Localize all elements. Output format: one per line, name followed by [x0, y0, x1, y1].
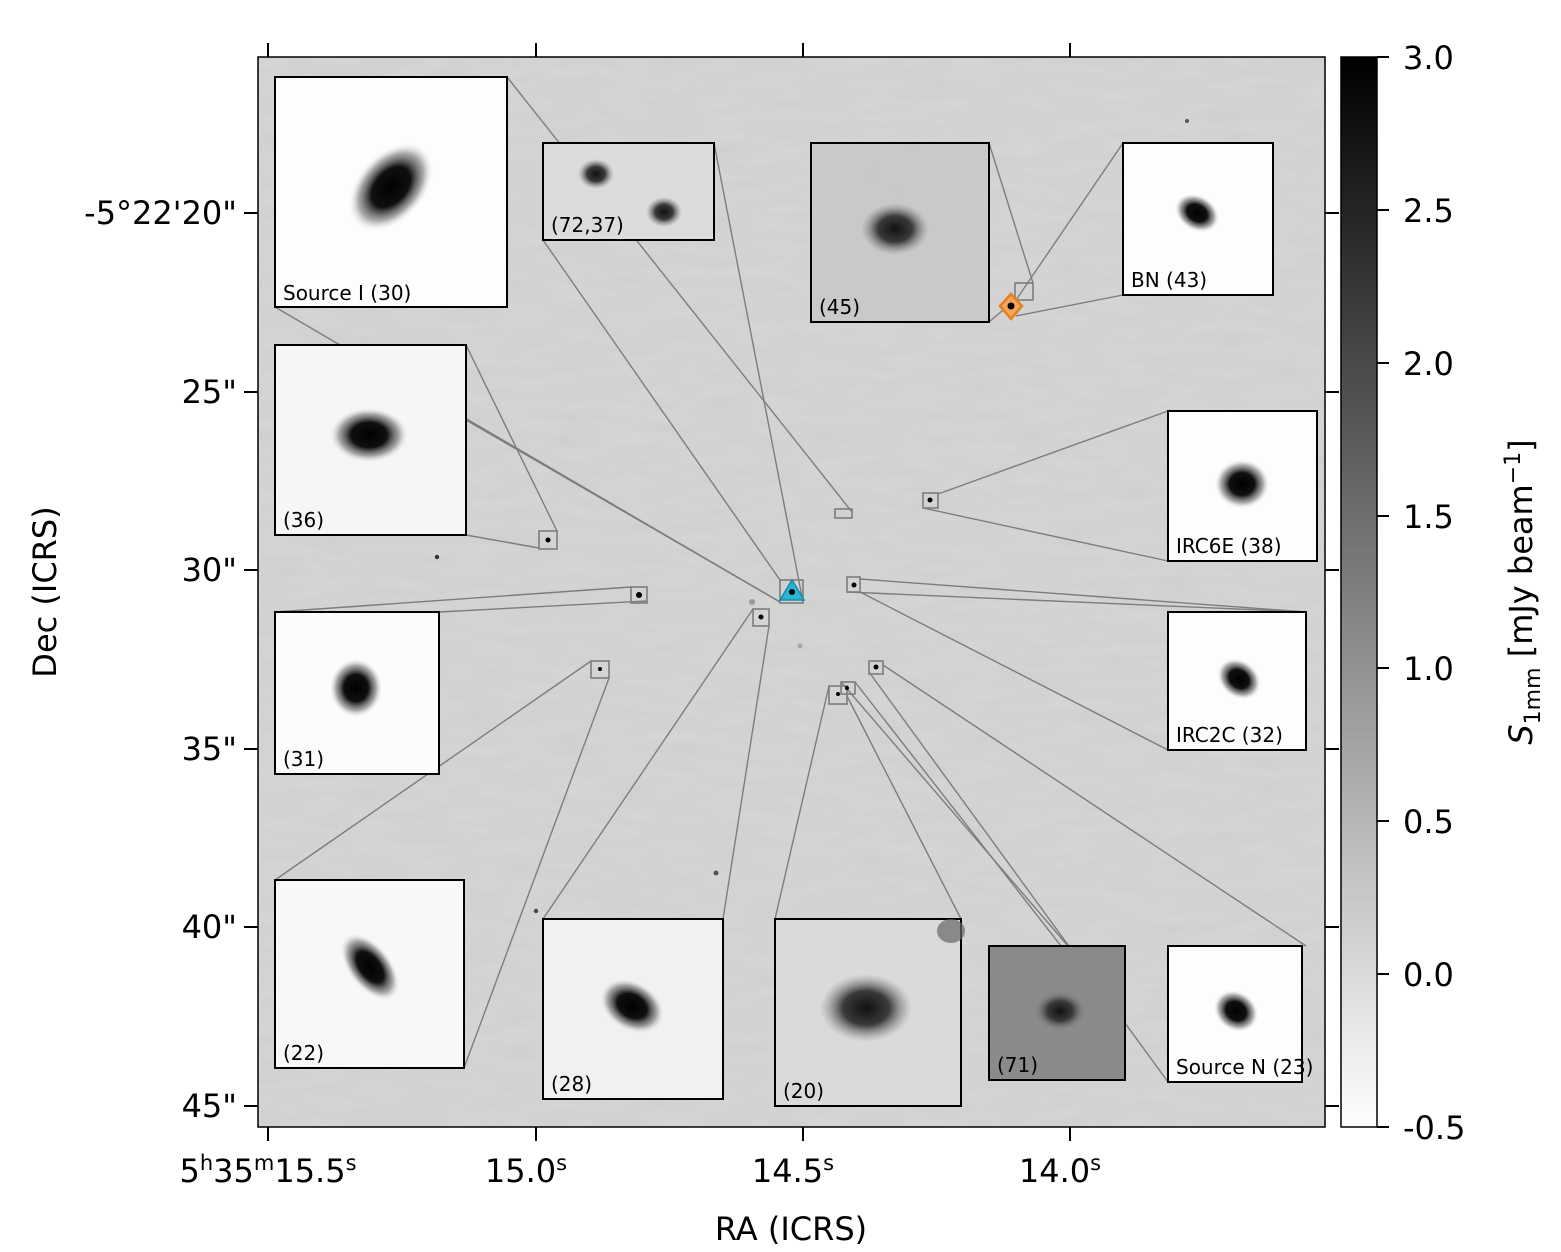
inset-label-20: (20)	[783, 1079, 824, 1103]
inset-label-source-n: Source N (23)	[1176, 1055, 1313, 1079]
source-dots	[545, 497, 933, 696]
x-tick-labels: 5h35m15.5s 15.0s 14.5s 14.0s	[179, 1151, 1101, 1190]
inset-45: (45)	[810, 142, 990, 323]
inset-31: (31)	[274, 611, 440, 775]
y-tick-label-0: -5°22'20"	[84, 194, 237, 232]
inset-irc2c: IRC2C (32)	[1167, 611, 1307, 751]
y-tick-label-4: 40"	[182, 908, 237, 946]
inset-label-22: (22)	[283, 1041, 324, 1065]
diamond-marker	[998, 292, 1024, 321]
inset-label-bn: BN (43)	[1131, 268, 1207, 292]
y-axis-title: Dec (ICRS)	[26, 506, 64, 677]
inset-71: (71)	[988, 945, 1126, 1081]
colorbar-tick-5: 0.5	[1403, 803, 1454, 841]
inset-22: (22)	[274, 879, 465, 1069]
inset-label-source-i: Source I (30)	[283, 281, 411, 305]
colorbar-label: S1mm [mJy beam−1]	[1501, 439, 1546, 744]
inset-irc6e: IRC6E (38)	[1167, 410, 1318, 562]
inset-bn: BN (43)	[1122, 142, 1274, 296]
inset-label-irc2c: IRC2C (32)	[1176, 723, 1283, 747]
x-tick-label-1: 15.0s	[485, 1151, 567, 1190]
inset-source-n: Source N (23)	[1167, 945, 1313, 1083]
colorbar-tick-2: 2.0	[1403, 345, 1454, 383]
x-tick-label-3: 14.0s	[1019, 1151, 1101, 1190]
inset-label-31: (31)	[283, 747, 324, 771]
x-tick-label-0: 5h35m15.5s	[179, 1151, 356, 1190]
y-tick-label-1: 25"	[182, 373, 237, 411]
inset-label-71: (71)	[997, 1053, 1038, 1077]
x-axis-title: RA (ICRS)	[715, 1210, 867, 1248]
inset-72-37: (72,37)	[542, 142, 715, 241]
colorbar-tick-3: 1.5	[1403, 498, 1454, 536]
y-axis	[244, 212, 1339, 1107]
colorbar-tick-1: 2.5	[1403, 192, 1454, 230]
inset-28: (28)	[542, 918, 724, 1100]
inset-label-28: (28)	[551, 1072, 592, 1096]
y-tick-label-5: 45"	[182, 1087, 237, 1125]
x-tick-label-2: 14.5s	[752, 1151, 834, 1190]
y-tick-labels: -5°22'20" 25" 30" 35" 40" 45"	[84, 194, 237, 1125]
y-tick-label-3: 35"	[182, 730, 237, 768]
inset-label-irc6e: IRC6E (38)	[1176, 534, 1282, 558]
colorbar-tick-7: -0.5	[1403, 1109, 1465, 1147]
inset-source-i: Source I (30)	[274, 76, 508, 308]
inset-label-36: (36)	[283, 508, 324, 532]
x-axis	[267, 43, 1071, 1141]
colorbar-tick-6: 0.0	[1403, 956, 1454, 994]
inset-label-45: (45)	[819, 295, 860, 319]
colorbar: 3.0 2.5 2.0 1.5 1.0 0.5 0.0 -0.5 S1mm [m…	[1340, 39, 1546, 1147]
y-tick-label-2: 30"	[182, 551, 237, 589]
source-boxes	[538, 282, 1034, 705]
colorbar-tick-0: 3.0	[1403, 39, 1454, 77]
inset-20: (20)	[774, 918, 965, 1107]
triangle-marker	[778, 578, 806, 601]
inset-36: (36)	[274, 344, 467, 536]
colorbar-tick-4: 1.0	[1403, 650, 1454, 688]
inset-label-72-37: (72,37)	[551, 213, 624, 237]
